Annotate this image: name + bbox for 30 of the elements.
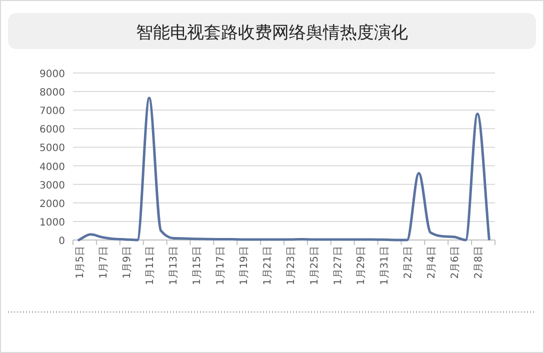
x-tick-label: 1月9日 bbox=[122, 246, 133, 279]
y-tick-label: 0 bbox=[58, 236, 65, 247]
x-tick-label: 2月2日 bbox=[403, 246, 414, 279]
x-tick-label: 1月21日 bbox=[262, 246, 274, 286]
x-tick-label: 1月23日 bbox=[286, 246, 297, 286]
x-tick-label: 1月17日 bbox=[216, 246, 227, 286]
x-tick-label: 2月6日 bbox=[450, 246, 461, 279]
y-tick-label: 7000 bbox=[40, 106, 65, 118]
x-tick-label: 1月7日 bbox=[98, 246, 110, 279]
y-tick-label: 1000 bbox=[40, 217, 65, 228]
line-series bbox=[78, 96, 490, 242]
y-tick-label: 9000 bbox=[40, 69, 65, 80]
y-tick-label: 6000 bbox=[40, 124, 65, 136]
x-tick-label: 1月29日 bbox=[356, 246, 368, 286]
x-tick-label: 1月25日 bbox=[309, 246, 320, 286]
x-tick-label: 1月19日 bbox=[238, 246, 250, 286]
y-tick-label: 8000 bbox=[40, 88, 65, 99]
x-tick-label: 1月15日 bbox=[192, 246, 204, 286]
chart-title: 智能电视套路收费网络舆情热度演化 bbox=[136, 23, 408, 43]
y-tick-label: 4000 bbox=[40, 162, 65, 173]
y-tick-label: 3000 bbox=[40, 180, 65, 192]
y-tick-label: 2000 bbox=[40, 198, 65, 210]
x-tick-label: 2月4日 bbox=[426, 246, 438, 279]
x-tick-label: 1月31日 bbox=[380, 246, 391, 286]
x-tick-label: 2月8日 bbox=[473, 246, 484, 279]
x-tick-label: 1月5日 bbox=[74, 246, 86, 279]
x-tick-label: 1月13日 bbox=[168, 246, 180, 286]
y-tick-label: 5000 bbox=[40, 143, 65, 154]
x-tick-label: 1月11日 bbox=[145, 246, 156, 286]
x-tick-label: 1月27日 bbox=[332, 246, 344, 286]
